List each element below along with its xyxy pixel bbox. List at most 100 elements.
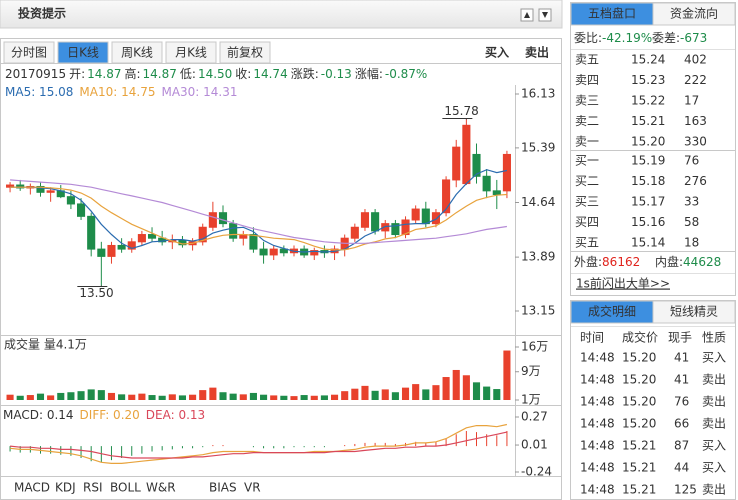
info-label: 涨幅: [355, 66, 383, 81]
inner-volume-label: 内盘: [655, 254, 683, 269]
book-price: 15.21 [631, 114, 665, 128]
trade-cell: 卖出 [702, 483, 726, 497]
candle-body [310, 250, 319, 256]
volume-bar [189, 394, 197, 400]
trade-cell: 41 [674, 373, 689, 387]
tab[interactable] [165, 41, 217, 64]
volume-bar [493, 389, 501, 400]
big-order-link[interactable]: 1s前闪出大单>> [576, 276, 670, 291]
trade-cell: 卖出 [702, 417, 726, 431]
book-level: 卖五 [575, 53, 599, 67]
macd-legend: DEA: 0.13 [146, 408, 205, 422]
candle-body [137, 234, 146, 243]
book-price: 15.22 [631, 94, 665, 108]
candle-body [16, 184, 25, 189]
volume-bar [148, 395, 156, 400]
indicator-tab[interactable]: W&R [146, 481, 176, 495]
book-level: 买四 [575, 215, 599, 229]
column-header: 成交价 [622, 330, 658, 345]
book-level: 买五 [575, 236, 599, 250]
tab[interactable] [57, 41, 109, 64]
header-bar [0, 0, 563, 29]
outer-volume-value: 86162 [602, 255, 640, 269]
panel-tab[interactable] [652, 2, 736, 26]
indicator-tab[interactable]: VR [244, 481, 261, 495]
info-date: 20170915 [5, 67, 66, 81]
candle-body [371, 212, 380, 232]
tab-label: 周K线 [121, 46, 153, 60]
info-row: 20170915 开: 14.87 高: 14.87 低: 14.50 收: 14.74 涨跌: -… [5, 66, 427, 81]
trade-cell: 15.20 [622, 373, 656, 387]
indicator-tab[interactable]: KDJ [55, 481, 76, 495]
y-tick-label: 9万 [521, 364, 541, 378]
y-tick-label: 13.89 [521, 250, 555, 264]
book-price: 15.17 [631, 195, 665, 209]
book-price: 15.16 [631, 215, 665, 229]
volume-bar [310, 395, 318, 400]
y-tick-label: 16万 [521, 340, 548, 354]
book-level: 买二 [575, 174, 599, 188]
volume-bar [280, 395, 288, 400]
candle-body [249, 234, 258, 250]
column-header: 现手 [668, 331, 692, 345]
volume-bar [168, 394, 176, 400]
trade-cell: 15.21 [622, 461, 656, 475]
book-volume: 17 [684, 94, 699, 108]
book-volume: 222 [684, 73, 707, 87]
sell-button[interactable]: 卖出 [525, 45, 549, 60]
volume-bar [483, 386, 491, 400]
tab[interactable] [219, 41, 271, 64]
inner-volume: 内盘:44628 [655, 254, 721, 269]
info-label: 高: [124, 66, 140, 81]
volume-bar [77, 391, 85, 400]
candle-body [77, 203, 86, 217]
order-diff: 委差:-673 [652, 31, 707, 45]
trade-cell: 14:48 [580, 417, 615, 431]
trade-cell: 14:48 [580, 439, 615, 453]
panel-tab[interactable] [652, 300, 736, 324]
info-value: 14.74 [253, 67, 287, 81]
info-value: 14.87 [87, 67, 121, 81]
candle-body [279, 248, 288, 254]
buy-button[interactable]: 买入 [485, 46, 509, 60]
volume-bar [26, 395, 34, 400]
volume-bar [219, 392, 227, 400]
candle-body [401, 219, 410, 236]
indicator-tab[interactable]: MACD [14, 481, 50, 495]
order-ratio-value: -42.19% [602, 31, 652, 45]
macd-line [10, 431, 508, 459]
order-diff-label: 委差: [652, 31, 680, 45]
candle-body [381, 223, 390, 232]
panel-tab-label: 资金流向 [670, 6, 718, 21]
volume-bar [87, 389, 95, 400]
candle-body [107, 244, 116, 257]
candle-body [87, 215, 96, 250]
book-level: 卖三 [575, 94, 599, 108]
tab[interactable] [111, 41, 163, 64]
tab-label: 前复权 [227, 45, 263, 60]
candle-body [117, 244, 126, 250]
indicator-tab[interactable]: BOLL [110, 481, 141, 495]
candle-body [198, 226, 207, 243]
indicator-tab[interactable]: BIAS [209, 481, 237, 495]
trade-cell: 卖出 [702, 395, 726, 409]
book-volume: 276 [684, 174, 707, 188]
candle-body [259, 248, 268, 256]
indicator-tab[interactable]: RSI [83, 481, 103, 495]
macd-label: MACD: 0.14 [3, 408, 74, 422]
tab[interactable] [3, 41, 55, 64]
volume-bar [331, 394, 339, 400]
up-icon [524, 12, 530, 18]
book-volume: 402 [684, 53, 707, 67]
volume-bar [199, 390, 207, 400]
info-label: 低: [180, 67, 196, 81]
ma-legend-item: MA10: 14.75 [79, 85, 155, 99]
candle-body [411, 208, 420, 221]
info-label: 收: [235, 67, 251, 81]
volume-bar [47, 395, 55, 400]
y-tick-label: 13.15 [521, 304, 555, 318]
inner-volume-value: 44628 [683, 255, 721, 269]
book-price: 15.20 [631, 135, 665, 149]
book-level: 卖一 [575, 135, 599, 149]
